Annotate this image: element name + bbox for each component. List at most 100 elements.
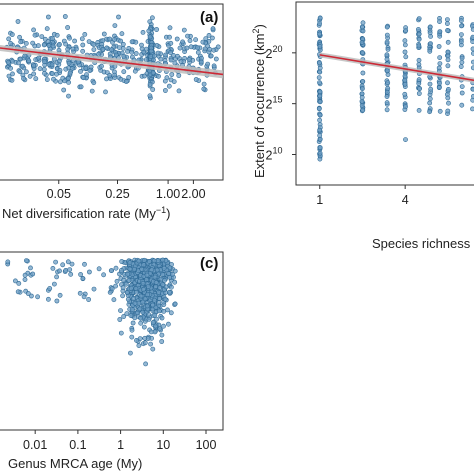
panel-c-point (136, 258, 142, 264)
panel-b-point (470, 39, 474, 44)
panel-a-point (147, 19, 153, 24)
panel-a-point (22, 53, 28, 59)
panel-b-point (384, 32, 390, 38)
panel-b-trend-line (319, 54, 474, 82)
panel-c-point (138, 293, 144, 299)
panel-c-point (108, 268, 114, 273)
panel-a-point (8, 65, 13, 71)
panel-a: 0.05 0.25 1.00 2.00 (a) Net diversification… (0, 3, 224, 221)
panel-b-point (470, 65, 474, 71)
panel-a-point (112, 23, 118, 28)
panel-c-point (140, 309, 146, 315)
panel-b-point (317, 117, 322, 123)
panel-a-point (156, 73, 161, 79)
panel-a-point (61, 87, 67, 93)
panel-a-point (31, 71, 37, 77)
panel-b-point (416, 36, 422, 42)
panel-c-point (141, 324, 147, 330)
panel-a-point (91, 47, 97, 52)
panel-b-point (402, 42, 408, 48)
panel-a-point (27, 73, 33, 79)
panel-c-point (125, 271, 131, 277)
panel-a-point (129, 49, 135, 55)
panel-a-point (65, 76, 71, 81)
panel-c-point (136, 343, 142, 348)
panel-b-point (360, 79, 366, 84)
panel-c-point (129, 334, 135, 340)
panel-a-point (42, 70, 47, 76)
panel-a-point (177, 45, 183, 51)
panel-c-point (54, 298, 60, 304)
panel-a-point (133, 51, 139, 56)
panel-c-point (54, 274, 59, 280)
panel-c-point (28, 293, 34, 299)
panel-c-point (125, 296, 131, 302)
panel-a-point (149, 15, 155, 21)
panel-a-point (171, 79, 177, 84)
panel-a-point (57, 79, 63, 85)
panel-a-point (112, 37, 117, 42)
panel-c-point (159, 339, 165, 344)
panel-a-point (142, 73, 147, 79)
panel-a-label: (a) (200, 9, 218, 26)
panel-a-point (49, 62, 55, 68)
panel-c-x-ticks: 0.01 0.1 1 10 100 (23, 430, 216, 452)
panel-b-point (360, 20, 366, 26)
panel-c-point (172, 279, 178, 285)
panel-b-point (459, 59, 465, 65)
panel-c-point (101, 272, 106, 278)
panel-b-point (471, 59, 474, 65)
panel-c-point (133, 286, 139, 291)
panel-c-point (153, 284, 159, 289)
panel-b-point (445, 57, 451, 63)
panel-c-point (152, 312, 158, 318)
panel-a-x-ticks: 0.05 0.25 1.00 2.00 (47, 180, 206, 201)
panel-a-point (154, 43, 160, 48)
panel-a-point (82, 32, 88, 37)
panel-c-point (155, 258, 161, 263)
panel-a-x-axis-label-end: ) (166, 206, 170, 221)
panel-b-point (317, 89, 323, 95)
panel-b-trend (319, 52, 474, 83)
panel-b-point (316, 60, 322, 66)
panel-b-point (402, 91, 408, 97)
panel-a-point (107, 73, 113, 78)
panel-a-point (176, 88, 182, 94)
panel-b-point (403, 28, 409, 33)
panel-b-point (445, 95, 451, 101)
panel-a-point (121, 53, 127, 59)
panel-c-point (50, 265, 56, 271)
panel-a-point (20, 63, 25, 69)
panel-a-x-axis-label-main: Net diversification rate (My (2, 206, 156, 221)
panel-a-point (154, 27, 159, 32)
panel-a-point (168, 57, 174, 63)
panel-c-point (157, 285, 162, 291)
panel-a-point (104, 76, 109, 82)
panel-c-point (161, 323, 166, 329)
panel-a-point (67, 35, 72, 41)
panel-b-point (445, 80, 450, 86)
panel-c-point (145, 292, 150, 297)
panel-c-point (142, 296, 148, 302)
panel-a-point (54, 32, 60, 38)
panel-a-point (112, 69, 117, 75)
panel-a-point (200, 39, 206, 45)
panel-c-point (172, 268, 178, 274)
panel-c-point (30, 271, 36, 277)
panel-c-point (156, 296, 162, 301)
panel-a-point (147, 81, 153, 87)
panel-a-point (132, 68, 138, 74)
panel-b-point (416, 108, 422, 113)
panel-a-point (113, 52, 119, 58)
panel-a-point (178, 59, 184, 64)
panel-b-point (402, 73, 408, 79)
panel-c-point (78, 272, 83, 277)
panel-b-point (445, 49, 451, 55)
panel-a-point (207, 47, 213, 52)
panel-c-point (151, 258, 157, 264)
panel-a-point (203, 36, 209, 41)
panel-c-point (144, 272, 150, 278)
panel-c-point (16, 280, 22, 286)
panel-a-point (208, 53, 214, 59)
